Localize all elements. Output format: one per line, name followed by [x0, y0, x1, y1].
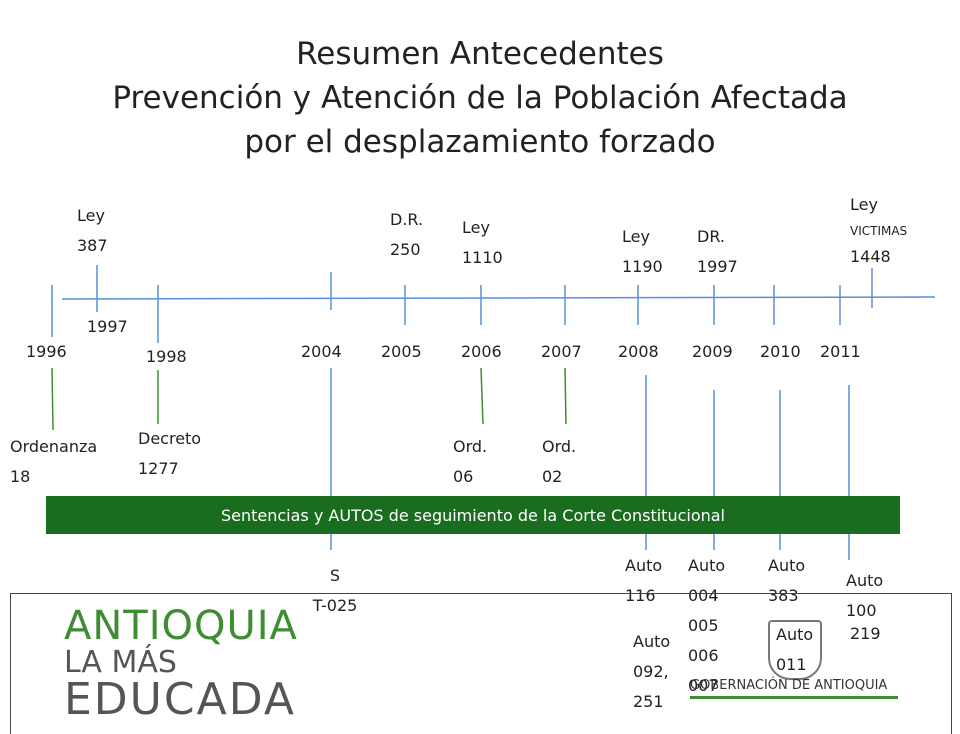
connector-ord02: [564, 367, 567, 425]
label-auto-383: Auto 383: [768, 556, 806, 605]
year-2009: 2009: [692, 342, 733, 361]
year-2005: 2005: [381, 342, 422, 361]
timeline-axis: [61, 296, 936, 300]
year-2007: 2007: [541, 342, 582, 361]
gobernacion-label: GOBERNACIÓN DE ANTIOQUIA: [690, 678, 888, 693]
label-auto-100: Auto 100: [846, 571, 884, 620]
corte-constitucional-banner: Sentencias y AUTOS de seguimiento de la …: [46, 496, 900, 534]
year-2008: 2008: [618, 342, 659, 361]
label-auto-219: 219: [850, 624, 881, 643]
label-auto-004-007: Auto 004 005 006 007: [688, 556, 726, 695]
connector-ord06: [480, 367, 484, 425]
coat-of-arms-icon: [768, 620, 822, 680]
year-2011: 2011: [820, 342, 861, 361]
connector-ordenanza: [51, 367, 54, 431]
label-ord-06: Ord. 06: [453, 437, 488, 486]
label-ley-1110: Ley 1110: [462, 218, 503, 267]
year-2010: 2010: [760, 342, 801, 361]
year-2004: 2004: [301, 342, 342, 361]
label-dr-250: D.R. 250: [390, 210, 424, 259]
label-auto-092-251: Auto 092, 251: [633, 632, 671, 711]
label-auto-116: Auto 116: [625, 556, 663, 605]
label-dr-1997: DR. 1997: [697, 227, 738, 276]
gobernacion-underline: [690, 696, 898, 699]
label-decreto-1277: Decreto 1277: [138, 429, 202, 478]
label-ley-1448: Ley VICTIMAS 1448: [850, 195, 908, 266]
year-1996: 1996: [26, 342, 67, 361]
title-line-1: Resumen Antecedentes: [296, 36, 664, 72]
label-ley-1190: Ley 1190: [622, 227, 663, 276]
year-1998: 1998: [146, 347, 187, 366]
year-2006: 2006: [461, 342, 502, 361]
year-1997: 1997: [87, 317, 128, 336]
antioquia-logo: ANTIOQUIA LA MÁS EDUCADA: [64, 603, 298, 725]
label-ord-02: Ord. 02: [542, 437, 577, 486]
label-ley-387: Ley 387: [77, 206, 108, 255]
label-ordenanza-18: Ordenanza 18: [10, 437, 98, 486]
slide-title: Resumen Antecedentes Prevención y Atenci…: [0, 32, 960, 164]
label-sentencia-t025: S T-025: [312, 566, 358, 615]
title-line-3: por el desplazamiento forzado: [244, 124, 716, 160]
title-line-2: Prevención y Atención de la Población Af…: [112, 80, 848, 116]
footer-frame: [10, 593, 952, 734]
